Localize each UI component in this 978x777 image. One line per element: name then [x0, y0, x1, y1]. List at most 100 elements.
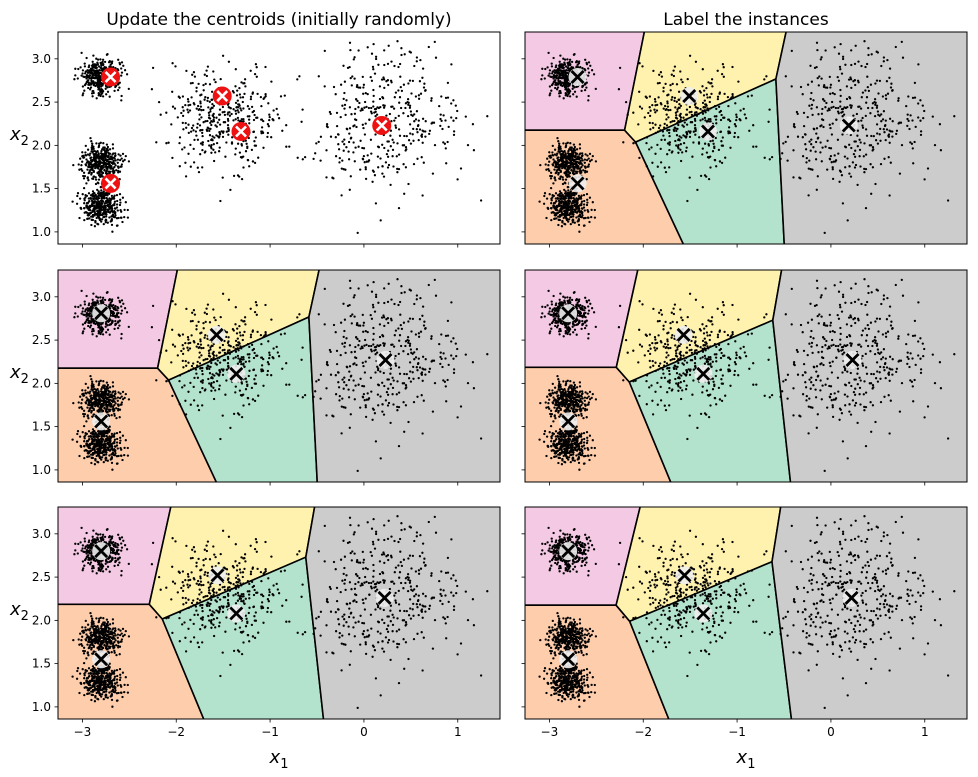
data-point — [816, 175, 819, 178]
data-point — [192, 161, 196, 164]
data-point — [586, 208, 589, 212]
data-point — [181, 344, 184, 347]
data-point — [677, 151, 680, 154]
data-point — [570, 215, 573, 218]
data-point — [874, 101, 877, 104]
data-point — [832, 105, 835, 109]
data-point — [300, 358, 303, 361]
data-point — [364, 91, 367, 95]
subplot-0-0: 1.01.52.02.53.0x2 — [9, 31, 501, 248]
data-point — [206, 364, 209, 367]
data-point — [419, 92, 423, 95]
data-point — [807, 194, 810, 197]
data-point — [662, 86, 665, 89]
data-point — [336, 133, 340, 136]
data-point — [866, 106, 870, 110]
data-point — [348, 426, 351, 429]
data-point — [822, 98, 825, 101]
data-point — [434, 56, 438, 59]
data-point — [171, 105, 175, 108]
data-point — [891, 130, 894, 133]
data-point — [583, 199, 586, 203]
data-point — [402, 83, 406, 86]
data-point — [353, 160, 356, 163]
data-point — [387, 282, 390, 285]
data-point — [343, 103, 347, 107]
data-point — [701, 68, 704, 71]
data-point — [79, 157, 82, 160]
data-point — [882, 56, 886, 59]
data-point — [352, 363, 355, 366]
data-point — [447, 125, 450, 129]
data-point — [781, 152, 784, 155]
data-point — [198, 118, 201, 121]
data-point — [242, 404, 245, 407]
data-point — [370, 112, 373, 115]
data-point — [696, 107, 699, 110]
data-point — [663, 122, 666, 126]
data-point — [199, 367, 202, 370]
data-point — [727, 118, 730, 121]
data-point — [421, 141, 424, 144]
data-point — [716, 97, 720, 101]
data-point — [417, 94, 421, 97]
data-point — [208, 382, 211, 385]
data-point — [558, 60, 561, 63]
data-point — [248, 403, 251, 406]
data-point — [391, 386, 395, 390]
data-point — [864, 114, 867, 118]
data-point — [249, 333, 253, 336]
data-point — [348, 344, 352, 347]
data-point — [268, 115, 271, 119]
data-point — [820, 56, 823, 59]
data-point — [241, 100, 244, 104]
data-point — [347, 140, 351, 144]
data-point — [553, 177, 556, 180]
data-point — [583, 83, 586, 86]
data-point — [218, 118, 221, 121]
data-point — [634, 141, 637, 144]
data-point — [587, 94, 590, 98]
data-point — [99, 71, 102, 74]
data-point — [239, 155, 243, 159]
data-point — [181, 106, 184, 109]
data-point — [210, 90, 214, 93]
data-point — [348, 365, 352, 368]
data-point — [431, 172, 435, 175]
data-point — [377, 166, 380, 169]
data-point — [394, 354, 397, 358]
data-point — [643, 116, 646, 119]
data-point — [733, 135, 736, 139]
data-point — [102, 222, 105, 226]
data-point — [554, 179, 557, 182]
data-point — [198, 124, 202, 127]
data-point — [89, 71, 93, 75]
data-point — [409, 132, 412, 135]
data-point — [123, 208, 126, 212]
data-point — [393, 302, 396, 306]
data-point — [371, 180, 374, 183]
data-point — [556, 159, 560, 162]
data-point — [817, 84, 820, 87]
data-point — [171, 394, 174, 398]
data-point — [362, 86, 365, 89]
data-point — [260, 118, 263, 121]
data-point — [450, 301, 453, 304]
data-point — [430, 337, 433, 340]
data-point — [91, 177, 94, 180]
data-point — [810, 107, 813, 110]
data-point — [181, 333, 185, 336]
data-point — [397, 444, 401, 448]
data-point — [550, 62, 553, 65]
data-point — [372, 42, 375, 46]
data-point — [422, 368, 425, 371]
data-point — [377, 63, 380, 66]
data-point — [705, 151, 709, 154]
data-point — [678, 106, 681, 110]
data-point — [383, 342, 386, 345]
data-point — [87, 161, 90, 164]
data-point — [101, 60, 104, 64]
data-point — [550, 174, 554, 178]
data-point — [202, 327, 205, 330]
data-point — [349, 286, 352, 290]
